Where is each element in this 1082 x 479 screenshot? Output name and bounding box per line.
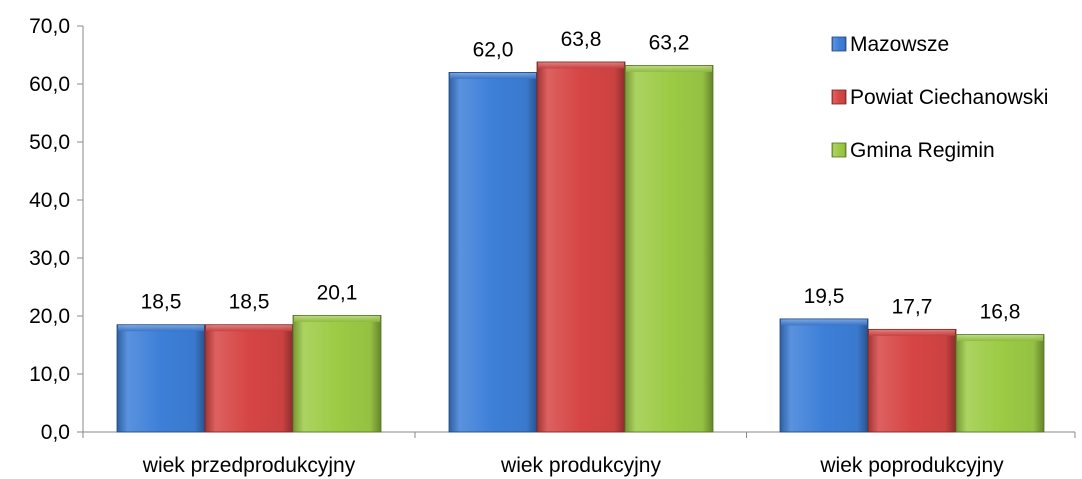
y-tick-label: 40,0 — [29, 189, 70, 212]
bar — [624, 65, 714, 433]
bar-body — [116, 324, 206, 433]
data-label: 18,5 — [229, 291, 270, 314]
legend-swatch — [831, 142, 847, 158]
y-tick-label: 70,0 — [29, 15, 70, 38]
data-label: 63,2 — [649, 31, 690, 54]
bar-body — [624, 65, 714, 433]
x-category-label: wiek poprodukcyjny — [819, 454, 1004, 477]
bar — [536, 61, 626, 433]
bar — [292, 315, 382, 433]
bar-body — [204, 324, 294, 433]
legend-swatch — [831, 89, 847, 105]
legend-item: Gmina Regimin — [831, 139, 995, 162]
y-tick-label: 50,0 — [29, 131, 70, 154]
legend-label: Powiat Ciechanowski — [850, 86, 1048, 109]
legend-item: Mazowsze — [831, 33, 949, 56]
bar-bevel — [118, 325, 204, 332]
bar-body — [955, 334, 1045, 433]
bar — [867, 328, 957, 433]
y-tick-label: 20,0 — [29, 305, 70, 328]
bar — [779, 318, 869, 433]
bar — [116, 324, 206, 433]
bar-body — [779, 318, 869, 433]
bar-body — [536, 61, 626, 433]
bar-bevel — [626, 65, 712, 72]
bar-bevel — [781, 319, 867, 326]
y-tick-label: 10,0 — [29, 363, 70, 386]
legend: Mazowsze Powiat Ciechanowski Gmina Regimin — [831, 33, 1048, 162]
data-label: 16,8 — [980, 301, 1021, 324]
legend-swatch — [831, 36, 847, 52]
legend-item: Powiat Ciechanowski — [831, 86, 1048, 109]
data-label: 63,8 — [561, 28, 602, 51]
y-tick-label: 0,0 — [41, 421, 70, 444]
bar-bevel — [294, 315, 380, 322]
x-category-label: wiek produkcyjny — [500, 454, 661, 477]
bar-bevel — [869, 329, 955, 336]
bar-bevel — [957, 335, 1043, 342]
bar-body — [448, 72, 538, 433]
bar — [955, 334, 1045, 433]
bar-body — [867, 328, 957, 433]
bar-body — [292, 315, 382, 433]
bars — [116, 61, 1045, 433]
bar — [204, 324, 294, 433]
bar-bevel — [206, 325, 292, 332]
data-label: 20,1 — [317, 281, 358, 304]
data-label: 62,0 — [473, 38, 514, 61]
data-labels: 18,5 18,5 20,1 62,0 63,8 63,2 19,5 17,7 16,8 — [141, 28, 1021, 324]
axes: 0,0 10,0 20,0 30,0 40,0 50,0 60,0 70,0 wiek prze… — [29, 15, 1076, 477]
data-label: 19,5 — [804, 285, 845, 308]
x-category-label: wiek przedprodukcyjny — [142, 454, 356, 477]
data-label: 18,5 — [141, 291, 182, 314]
bar — [448, 72, 538, 433]
y-tick-label: 60,0 — [29, 73, 70, 96]
bar-bevel — [538, 62, 624, 69]
legend-label: Gmina Regimin — [850, 139, 995, 162]
bar-bevel — [450, 72, 536, 79]
legend-label: Mazowsze — [850, 33, 949, 56]
y-tick-label: 30,0 — [29, 247, 70, 270]
data-label: 17,7 — [892, 295, 933, 318]
